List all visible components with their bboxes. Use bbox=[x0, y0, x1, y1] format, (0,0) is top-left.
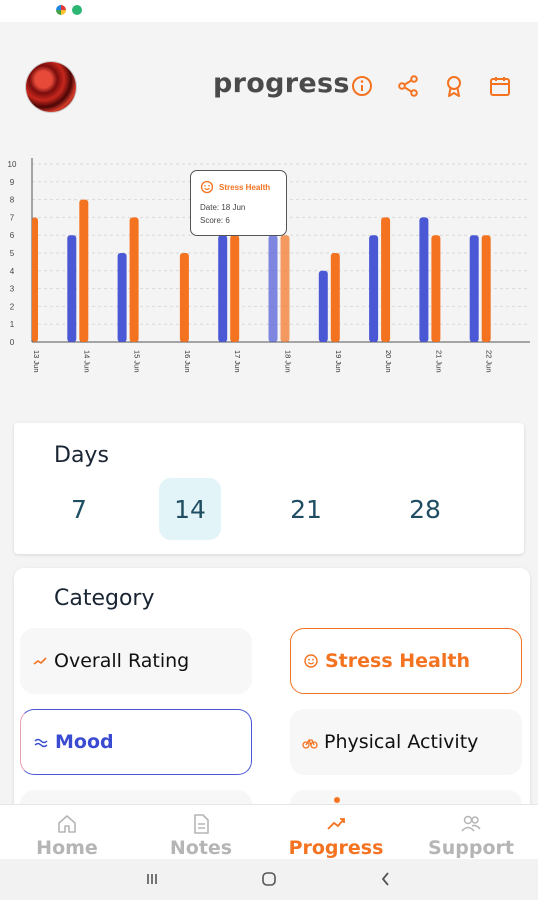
support-icon bbox=[461, 815, 481, 832]
award-icon[interactable] bbox=[442, 74, 466, 98]
stress-bar[interactable] bbox=[330, 253, 340, 342]
system-nav-bar bbox=[0, 859, 538, 900]
tooltip-title: Stress Health bbox=[219, 183, 271, 192]
calendar-icon[interactable] bbox=[488, 74, 512, 98]
mood-bar[interactable] bbox=[218, 235, 228, 342]
y-tick-label: 5 bbox=[10, 249, 15, 258]
x-tick-label: 20 Jun bbox=[384, 350, 393, 373]
x-tick-label: 14 Jun bbox=[82, 350, 91, 373]
day-option-28[interactable]: 28 bbox=[409, 494, 441, 524]
mood-bar[interactable] bbox=[67, 235, 77, 342]
y-tick-label: 3 bbox=[10, 285, 15, 294]
y-tick-label: 10 bbox=[8, 160, 17, 169]
stress-bar[interactable] bbox=[381, 217, 391, 342]
day-option-21[interactable]: 21 bbox=[290, 494, 322, 524]
stress-bar[interactable] bbox=[129, 217, 139, 342]
page-title: progress bbox=[213, 68, 350, 99]
status-bar bbox=[0, 0, 538, 22]
y-tick-label: 6 bbox=[10, 231, 15, 240]
notes-icon bbox=[194, 814, 209, 834]
stress-bar[interactable] bbox=[230, 235, 240, 342]
mood-bar[interactable] bbox=[318, 270, 328, 342]
chart-tooltip: Stress Health Date: 18 Jun Score: 6 bbox=[190, 170, 287, 236]
waves-icon bbox=[34, 738, 48, 748]
tooltip-date: Date: 18 Jun bbox=[200, 203, 246, 212]
stress-bar[interactable] bbox=[481, 235, 491, 342]
day-option-7[interactable]: 7 bbox=[71, 494, 87, 524]
nav-notes[interactable]: Notes bbox=[134, 805, 268, 860]
x-tick-label: 22 Jun bbox=[485, 350, 494, 373]
trend-icon bbox=[33, 657, 47, 665]
y-tick-label: 4 bbox=[10, 267, 15, 276]
category-label: Mood bbox=[55, 731, 114, 753]
y-tick-label: 8 bbox=[10, 196, 15, 205]
y-tick-label: 7 bbox=[10, 213, 15, 222]
nav-label: Progress bbox=[288, 837, 384, 859]
back-icon[interactable] bbox=[376, 869, 396, 889]
stress-bar[interactable] bbox=[431, 235, 441, 342]
mood-bar[interactable] bbox=[419, 217, 429, 342]
home-button-icon[interactable] bbox=[259, 869, 279, 889]
nav-label: Support bbox=[428, 837, 514, 859]
x-tick-label: 19 Jun bbox=[334, 350, 343, 373]
stress-bar[interactable] bbox=[280, 235, 290, 342]
x-tick-label: 18 Jun bbox=[284, 350, 293, 373]
category-title: Category bbox=[54, 586, 155, 611]
bottom-nav: Home Notes Progress Support bbox=[0, 804, 538, 859]
x-tick-label: 13 Jun bbox=[32, 350, 41, 373]
stress-bar[interactable] bbox=[32, 217, 38, 342]
stress-bar[interactable] bbox=[79, 199, 89, 342]
x-tick-label: 15 Jun bbox=[133, 350, 142, 373]
y-tick-label: 2 bbox=[10, 302, 15, 311]
category-label: Stress Health bbox=[325, 650, 470, 672]
y-tick-label: 1 bbox=[10, 320, 15, 329]
mood-bar[interactable] bbox=[268, 235, 278, 342]
category-card: Category Overall Rating Stress Health Mo… bbox=[14, 568, 530, 818]
category-overall-rating[interactable]: Overall Rating bbox=[20, 628, 252, 694]
share-icon[interactable] bbox=[396, 74, 420, 98]
tooltip-score: Score: 6 bbox=[200, 216, 230, 225]
category-stress-health[interactable]: Stress Health bbox=[290, 628, 522, 694]
category-physical-activity[interactable]: Physical Activity bbox=[290, 709, 522, 775]
days-title: Days bbox=[54, 443, 109, 468]
progress-icon bbox=[327, 818, 345, 830]
nav-label: Home bbox=[36, 837, 98, 859]
category-label: Overall Rating bbox=[54, 650, 190, 672]
mood-bar[interactable] bbox=[369, 235, 379, 342]
x-tick-label: 21 Jun bbox=[434, 350, 443, 373]
x-tick-label: 16 Jun bbox=[183, 350, 192, 373]
bicycle-icon bbox=[302, 739, 318, 749]
stress-bar[interactable] bbox=[179, 253, 189, 342]
notification-message-icon bbox=[72, 5, 82, 15]
y-tick-label: 9 bbox=[10, 178, 15, 187]
y-tick-label: 0 bbox=[10, 338, 15, 347]
smile-icon bbox=[304, 654, 318, 668]
category-mood[interactable]: Mood bbox=[20, 709, 252, 775]
days-card: Days 7 14 21 28 bbox=[14, 423, 524, 554]
nav-progress[interactable]: Progress bbox=[269, 805, 403, 860]
info-icon[interactable] bbox=[350, 74, 374, 98]
nav-support[interactable]: Support bbox=[404, 805, 538, 860]
mood-bar[interactable] bbox=[469, 235, 479, 342]
mood-bar[interactable] bbox=[117, 253, 127, 342]
nav-label: Notes bbox=[169, 837, 233, 859]
notification-app-icon bbox=[56, 5, 66, 15]
home-icon bbox=[58, 815, 76, 833]
x-tick-label: 17 Jun bbox=[233, 350, 242, 373]
nav-home[interactable]: Home bbox=[0, 805, 134, 860]
avatar[interactable] bbox=[26, 62, 76, 112]
day-option-14[interactable]: 14 bbox=[159, 478, 221, 540]
recent-apps-icon[interactable] bbox=[142, 869, 162, 889]
active-indicator bbox=[334, 797, 340, 803]
smile-icon bbox=[200, 180, 214, 194]
category-label: Physical Activity bbox=[324, 731, 479, 753]
